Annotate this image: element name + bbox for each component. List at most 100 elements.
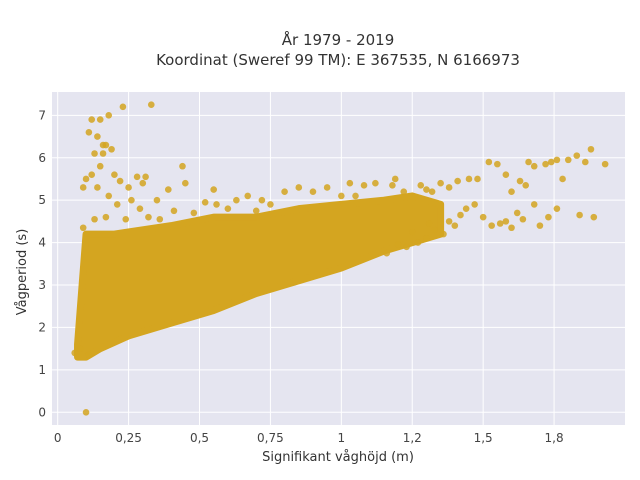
data-point xyxy=(400,188,408,195)
data-point xyxy=(82,408,90,416)
data-point xyxy=(258,196,266,204)
data-point xyxy=(581,158,589,166)
data-point xyxy=(252,207,260,215)
data-point xyxy=(102,213,110,221)
data-point xyxy=(147,101,155,109)
data-point xyxy=(494,160,501,168)
x-tick-label: 1 xyxy=(338,431,346,445)
data-point xyxy=(267,201,274,208)
chart-subtitle: Koordinat (Sweref 99 TM): E 367535, N 61… xyxy=(156,51,520,69)
data-point xyxy=(530,162,538,170)
data-point xyxy=(403,243,410,251)
data-point xyxy=(85,128,93,136)
data-point xyxy=(233,196,240,204)
data-point xyxy=(391,175,399,183)
data-point xyxy=(309,188,317,195)
data-point xyxy=(91,150,98,157)
data-point xyxy=(479,213,487,221)
data-point xyxy=(522,182,530,189)
data-point xyxy=(417,182,425,189)
data-point xyxy=(96,162,104,170)
data-point xyxy=(457,211,464,219)
data-point xyxy=(451,222,459,229)
data-point xyxy=(190,209,198,217)
data-point xyxy=(471,201,478,208)
data-point xyxy=(94,133,101,140)
y-axis-title: Vågperiod (s) xyxy=(15,229,30,316)
data-point xyxy=(513,209,521,217)
data-point xyxy=(139,179,147,187)
data-point xyxy=(128,196,135,204)
data-point xyxy=(85,351,93,359)
data-point xyxy=(182,179,189,187)
data-point xyxy=(454,177,461,185)
data-point xyxy=(437,179,444,187)
data-point xyxy=(136,205,144,212)
y-tick-label: 7 xyxy=(38,108,46,122)
data-point xyxy=(170,207,178,215)
data-point xyxy=(346,179,354,187)
x-tick-labels: 0 0,25 0,5 0,75 1 1,2 1,5 1,8 xyxy=(54,431,564,445)
data-point xyxy=(587,145,595,153)
data-point xyxy=(425,220,433,227)
data-point xyxy=(502,171,510,179)
x-tick-label: 1,8 xyxy=(545,431,564,445)
data-point xyxy=(542,160,549,168)
data-point xyxy=(88,116,96,123)
data-point xyxy=(372,179,379,187)
data-point xyxy=(496,220,504,227)
data-point xyxy=(105,112,113,119)
data-point xyxy=(224,205,232,212)
data-point xyxy=(210,186,217,193)
x-tick-label: 0,25 xyxy=(115,431,142,445)
data-point xyxy=(179,162,186,170)
data-point xyxy=(485,158,493,166)
y-tick-label: 3 xyxy=(38,278,46,292)
data-point xyxy=(201,198,209,206)
data-point xyxy=(156,215,164,223)
data-point xyxy=(508,188,515,195)
data-point xyxy=(536,222,544,229)
data-point xyxy=(559,175,566,183)
chart-title: År 1979 - 2019 xyxy=(282,30,395,49)
data-point xyxy=(573,152,581,159)
data-point xyxy=(519,215,527,223)
data-point xyxy=(564,156,572,164)
data-point xyxy=(383,249,391,257)
data-point xyxy=(590,213,598,221)
data-point xyxy=(601,160,609,168)
data-point xyxy=(108,145,115,153)
data-point xyxy=(530,201,538,208)
data-points xyxy=(71,101,609,416)
x-axis-title: Signifikant våghöjd (m) xyxy=(262,450,414,465)
data-point xyxy=(244,192,252,200)
data-point xyxy=(79,184,87,191)
data-point xyxy=(516,177,524,185)
x-tick-label: 0 xyxy=(54,431,62,445)
data-point xyxy=(145,213,152,221)
data-point xyxy=(428,188,436,195)
data-point xyxy=(502,218,510,225)
data-point xyxy=(133,173,141,181)
data-point xyxy=(389,182,396,189)
data-point xyxy=(394,241,402,249)
grid xyxy=(52,92,625,425)
y-tick-label: 4 xyxy=(38,236,46,250)
data-point xyxy=(105,192,113,200)
data-point xyxy=(576,211,583,219)
data-point xyxy=(165,186,172,193)
data-point xyxy=(474,175,481,183)
y-tick-label: 5 xyxy=(38,193,46,207)
data-point xyxy=(431,226,439,234)
data-point xyxy=(462,205,470,212)
data-point xyxy=(88,171,96,179)
data-point xyxy=(99,150,107,157)
data-point xyxy=(125,184,132,191)
y-tick-label: 2 xyxy=(38,320,46,334)
data-point xyxy=(79,224,87,232)
data-point xyxy=(423,186,430,193)
data-point xyxy=(82,175,90,183)
data-point xyxy=(547,158,555,166)
data-point xyxy=(553,156,561,164)
